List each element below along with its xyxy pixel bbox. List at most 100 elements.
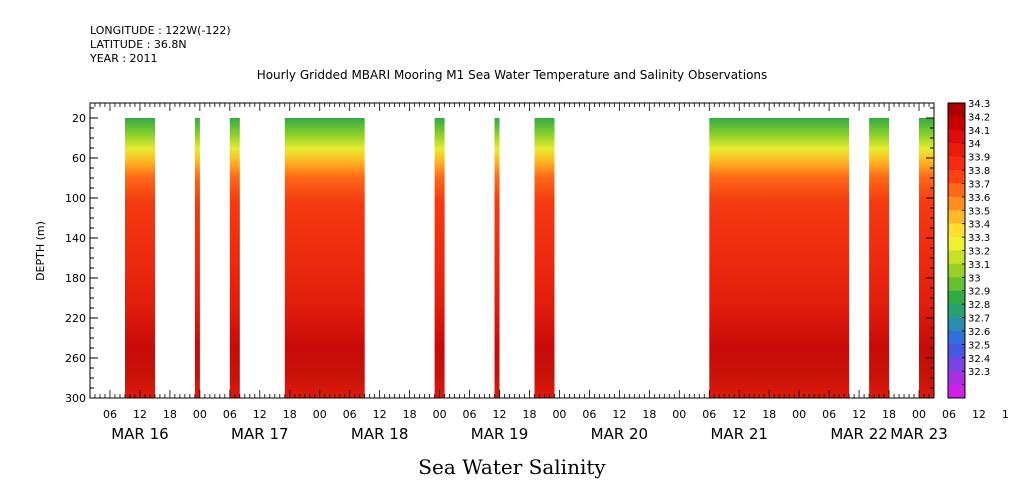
colorbar-segment [948, 250, 965, 265]
colorbar-label: 34.1 [968, 126, 990, 137]
colorbar-segment [948, 277, 965, 292]
latitude-label: LATITUDE : 36.8N [90, 38, 187, 51]
x-hour-label: 18 [163, 408, 177, 421]
data-block-9 [869, 118, 890, 398]
colorbar-label: 33.9 [968, 153, 990, 164]
colorbar-label: 33.3 [968, 233, 990, 244]
x-hour-label: 06 [103, 408, 117, 421]
x-hour-label: 12 [972, 408, 986, 421]
x-day-label: MAR 17 [231, 425, 288, 443]
colorbar-segment [948, 143, 965, 157]
colorbar-label: 33.7 [968, 180, 990, 191]
x-hour-label: 12 [373, 408, 387, 421]
x-hour-label: 00 [672, 408, 686, 421]
data-block-4 [284, 118, 365, 398]
data-block-5 [434, 118, 445, 398]
x-hour-label: 06 [343, 408, 357, 421]
x-hour-label: 06 [822, 408, 836, 421]
y-tick-label: 60 [72, 152, 86, 165]
data-blocks-layer [125, 118, 934, 398]
data-block-1 [125, 118, 155, 398]
y-tick-label: 260 [65, 352, 86, 365]
colorbar-segment [948, 371, 965, 385]
colorbar-segment [948, 183, 965, 198]
x-hour-label: 00 [552, 408, 566, 421]
colorbar-segment [948, 237, 965, 251]
x-day-label: MAR 20 [591, 425, 648, 443]
x-hour-label: 18 [1002, 408, 1009, 421]
colorbar-label: 33.8 [968, 166, 990, 177]
x-hour-label: 18 [283, 408, 297, 421]
colorbar-label: 33.4 [968, 220, 990, 231]
x-hour-label: 06 [582, 408, 596, 421]
y-tick-label: 180 [65, 272, 86, 285]
x-hour-label: 18 [642, 408, 656, 421]
y-tick-label: 300 [65, 392, 86, 405]
x-axis-label: Sea Water Salinity [418, 455, 606, 479]
x-hour-label: 12 [133, 408, 147, 421]
x-day-label: MAR 23 [890, 425, 947, 443]
colorbar-segment [948, 116, 965, 131]
colorbar-segment [948, 357, 965, 372]
colorbar-segment [948, 103, 965, 117]
chart-title: Hourly Gridded MBARI Mooring M1 Sea Wate… [256, 68, 768, 82]
x-hour-label: 00 [792, 408, 806, 421]
colorbar-label: 32.8 [968, 300, 990, 311]
colorbar-label: 34.3 [968, 99, 990, 110]
colorbar-label: 33 [968, 273, 981, 284]
colorbar-segment [948, 210, 965, 224]
x-hour-label: 18 [403, 408, 417, 421]
x-hour-label: 12 [612, 408, 626, 421]
data-block-8 [709, 118, 850, 398]
colorbar-label: 33.6 [968, 193, 990, 204]
colorbar-segment [948, 290, 965, 305]
x-day-label: MAR 16 [111, 425, 168, 443]
x-hour-label: 00 [433, 408, 447, 421]
colorbar-segment [948, 317, 965, 332]
longitude-label: LONGITUDE : 122W(-122) [90, 24, 231, 37]
x-hour-label: 12 [852, 408, 866, 421]
colorbar-label: 33.2 [968, 247, 990, 258]
colorbar-segment [948, 156, 965, 171]
x-hour-label: 12 [493, 408, 507, 421]
colorbar-segment [948, 170, 965, 184]
x-hour-label: 12 [732, 408, 746, 421]
colorbar-label: 32.5 [968, 340, 990, 351]
colorbar-segment [948, 263, 965, 278]
y-tick-label: 100 [65, 192, 86, 205]
x-hour-label: 00 [912, 408, 926, 421]
colorbar-label: 34.2 [968, 112, 990, 123]
x-day-label: MAR 21 [710, 425, 767, 443]
y-tick-label: 140 [65, 232, 86, 245]
colorbar-label: 32.3 [968, 367, 990, 378]
x-day-label: MAR 22 [830, 425, 887, 443]
colorbar: 34.3 34.2 34.1 34 33.9 33.8 33.7 33.6 33.5 33.4 33… [947, 99, 990, 399]
colorbar-segment [948, 196, 965, 211]
colorbar-segment [948, 344, 965, 359]
y-tick-label: 220 [65, 312, 86, 325]
data-block-3 [229, 118, 240, 398]
y-axis-label: DEPTH (m) [34, 221, 47, 281]
x-hour-label: 12 [253, 408, 267, 421]
colorbar-segment [948, 223, 965, 238]
x-hour-label: 00 [193, 408, 207, 421]
colorbar-label: 32.9 [968, 287, 990, 298]
x-hour-label: 18 [882, 408, 896, 421]
colorbar-label: 32.7 [968, 314, 990, 325]
year-label: YEAR : 2011 [90, 52, 158, 65]
x-hour-label: 06 [942, 408, 956, 421]
colorbar-segment [948, 304, 965, 318]
colorbar-segment [948, 384, 965, 399]
data-block-6 [494, 118, 500, 398]
x-hour-label: 18 [522, 408, 536, 421]
x-hour-label: 06 [702, 408, 716, 421]
y-tick-label: 20 [72, 112, 86, 125]
colorbar-label: 34 [968, 139, 981, 150]
metadata-block: LONGITUDE : 122W(-122) LATITUDE : 36.8N … [90, 24, 231, 66]
plot-frame [89, 102, 935, 399]
x-day-label: MAR 18 [351, 425, 408, 443]
x-hour-label: 06 [463, 408, 477, 421]
colorbar-label: 32.4 [968, 354, 990, 365]
x-day-label: MAR 19 [471, 425, 528, 443]
